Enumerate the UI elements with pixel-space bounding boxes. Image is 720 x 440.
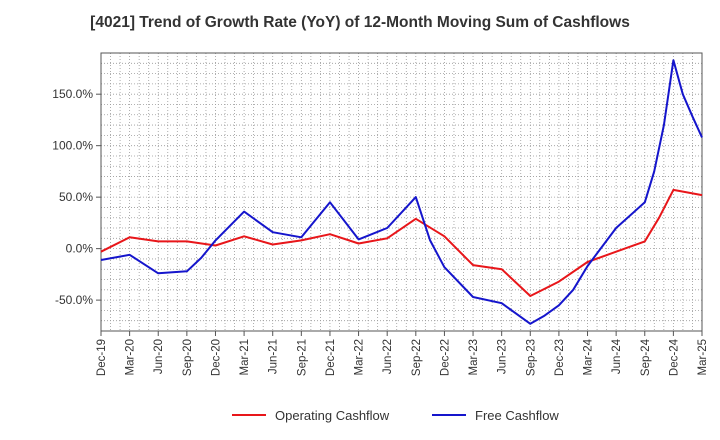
y-tick-label: 100.0% [52, 139, 93, 153]
x-tick-label: Sep-20 [182, 339, 194, 376]
series-layer [100, 59, 703, 325]
y-tick-label: 150.0% [52, 87, 93, 101]
y-tick-label: -50.0% [55, 293, 93, 307]
x-tick-label: Mar-25 [697, 339, 709, 375]
x-tick-label: Sep-23 [525, 339, 537, 376]
series-line-operating-cashflow [100, 188, 703, 297]
x-tick-label: Dec-19 [96, 339, 108, 376]
x-tick-label: Dec-23 [554, 339, 566, 376]
x-tick-label: Dec-21 [325, 339, 337, 376]
chart-title: [4021] Trend of Growth Rate (YoY) of 12-… [90, 14, 630, 31]
x-tick-label: Dec-22 [439, 339, 451, 376]
x-tick-label: Jun-23 [497, 339, 509, 374]
x-tick-label: Dec-20 [210, 339, 222, 376]
legend-label-free-cashflow: Free Cashflow [475, 408, 559, 423]
grid-layer [100, 52, 703, 331]
x-tick-label: Jun-20 [153, 339, 165, 374]
x-tick-label: Jun-21 [268, 339, 280, 374]
x-tick-label: Sep-24 [640, 338, 652, 376]
x-tick-label: Jun-22 [382, 339, 394, 374]
y-tick-label: 50.0% [59, 190, 93, 204]
y-tick-label: 0.0% [66, 242, 94, 256]
series-line-free-cashflow [100, 59, 703, 325]
x-tick-label: Dec-24 [668, 338, 680, 376]
x-tick-label: Sep-21 [296, 339, 308, 376]
axis-layer: -50.0% 0.0% 50.0% 100.0% 150.0% Dec-19 Mar-20 J… [52, 52, 709, 376]
x-tick-label: Sep-22 [411, 339, 423, 376]
x-tick-label: Mar-23 [468, 339, 480, 375]
x-tick-label: Jun-24 [611, 338, 623, 374]
legend: Operating Cashflow Free Cashflow [232, 408, 559, 423]
x-tick-label: Mar-20 [125, 339, 137, 375]
x-tick-label: Mar-24 [583, 338, 595, 375]
legend-label-operating-cashflow: Operating Cashflow [275, 408, 390, 423]
x-tick-label: Mar-21 [239, 339, 251, 375]
plot-frame [100, 52, 703, 332]
x-tick-label: Mar-22 [354, 339, 366, 375]
